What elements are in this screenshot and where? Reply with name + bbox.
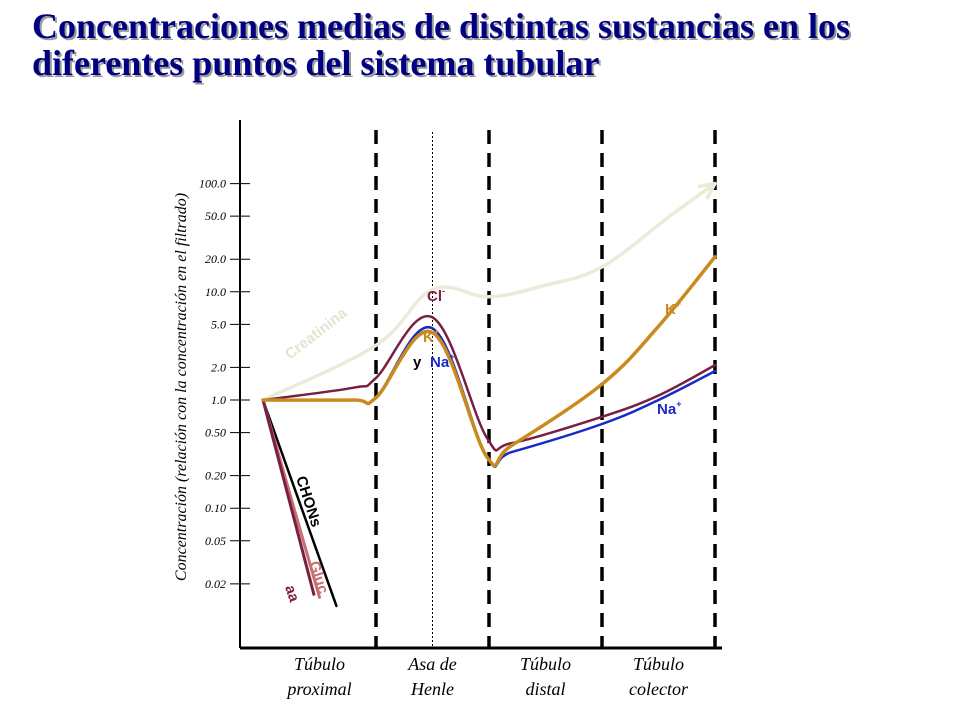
series-line-chons [261, 398, 338, 608]
label-na-colector: Na+ [657, 399, 681, 418]
label-k-henle: K+ [423, 327, 439, 346]
segment-label: proximal [285, 679, 351, 699]
y-tick-label: 100.0 [199, 177, 226, 191]
segment-label: Túbulo [633, 654, 684, 674]
y-axis-label: Concentración (relación con la concentra… [173, 193, 190, 581]
title-line-2: diferentes puntos del sistema tubular [32, 43, 600, 83]
page-title: Concentraciones medias de distintas sust… [32, 8, 932, 82]
label-na-henle: Na+ [430, 352, 454, 371]
label-creatinina: Creatinina [282, 304, 351, 363]
label-cl: Cl- [427, 286, 445, 305]
creatinina-arrowhead [697, 181, 717, 200]
y-tick-label: 0.05 [205, 534, 226, 548]
y-tick-label: 0.20 [205, 469, 226, 483]
segment-label: Henle [410, 679, 454, 699]
axis-layer: 100.0 50.0 20.0 10.0 5.0 2.0 1.0 0.50 0.20 0.10 0.… [173, 120, 722, 699]
y-tick-label: 10.0 [205, 285, 226, 299]
y-tick-label: 1.0 [211, 393, 226, 407]
y-tick-label: 0.02 [205, 577, 226, 591]
label-y: y [413, 354, 422, 371]
segment-label: colector [629, 679, 689, 699]
y-tick-label: 20.0 [205, 252, 226, 266]
series-line-cl [261, 314, 717, 452]
series-layer [261, 181, 717, 608]
segment-label: Túbulo [294, 654, 345, 674]
label-aa: aa [281, 583, 303, 605]
segment-label: Asa de [407, 654, 457, 674]
segment-label: distal [525, 679, 565, 699]
y-tick-label: 5.0 [211, 317, 226, 331]
y-tick-label: 0.10 [205, 501, 226, 515]
series-line-aa [261, 398, 316, 596]
y-tick-label: 2.0 [211, 360, 226, 374]
y-tick-label: 50.0 [205, 209, 226, 223]
segment-label: Túbulo [520, 654, 571, 674]
y-tick-label: 0.50 [205, 426, 226, 440]
label-k-colector: K+ [665, 299, 681, 318]
title-line-1: Concentraciones medias de distintas sust… [32, 6, 851, 46]
